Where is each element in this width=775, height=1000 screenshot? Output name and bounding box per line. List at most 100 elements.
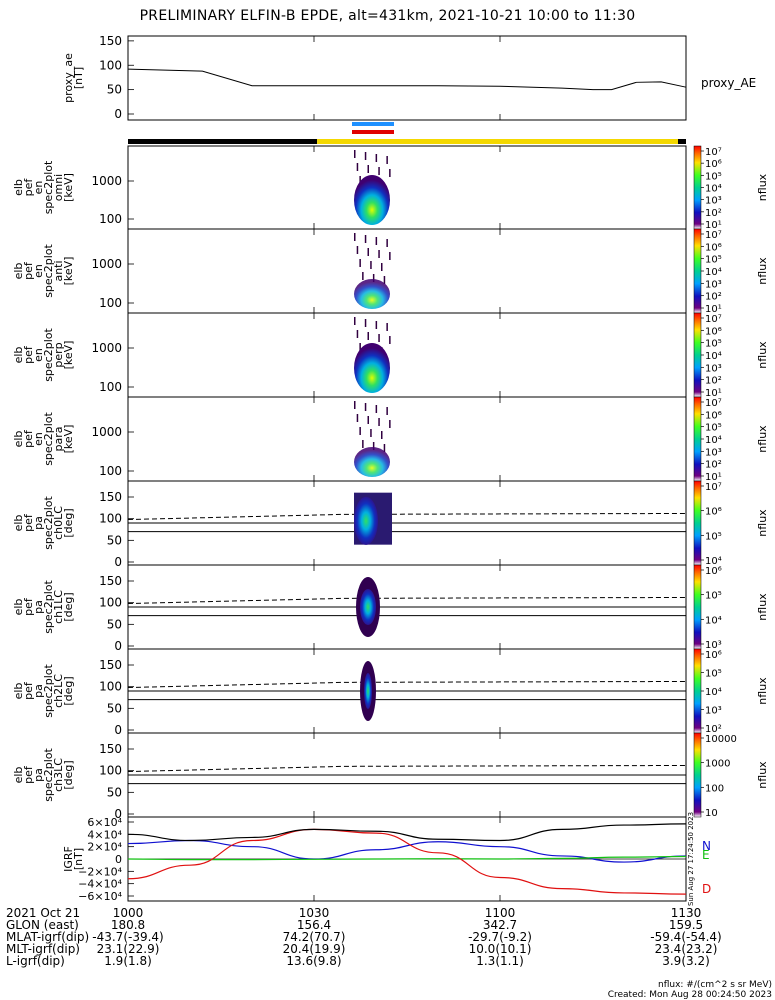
colorbar-label: nflux — [756, 761, 769, 789]
colorbar-6 — [693, 564, 702, 650]
colorbar-label: nflux — [756, 257, 769, 285]
footer-row-label: MLAT-igrf(dip) — [6, 930, 89, 944]
footer-row-value: 1.9(1.8) — [104, 954, 152, 968]
spectrogram-streak — [375, 405, 378, 413]
pitch-angle-ytick: 50 — [107, 617, 122, 631]
pitch-angle-ylabel-ch2LC-line: ch2LC — [52, 674, 65, 708]
pitch-angle-ylabel-ch3LC-line: elb — [12, 767, 25, 784]
spectrogram-ylabel-para-line: spec2plot — [42, 412, 55, 466]
spectrogram-streak — [367, 248, 369, 256]
spectrogram-streak — [383, 444, 386, 452]
colorbar-tick: 10² — [705, 460, 722, 471]
spectrogram-streak — [367, 416, 369, 424]
proxy-ae-ytick: 0 — [114, 107, 122, 121]
spectrogram-ylabel-perp-line: en — [32, 348, 45, 362]
spectrogram-ylabel-omni-line: elb — [12, 179, 25, 196]
footer-row-label: 2021 Oct 21 — [6, 906, 80, 920]
colorbar-tick: 10¹ — [705, 472, 722, 483]
status-bar-red — [352, 130, 394, 134]
colorbar-tick: 10³ — [705, 447, 722, 458]
pitch-angle-ylabel-ch0LC-line: ch0LC — [52, 506, 65, 540]
colorbar-tick: 10⁷ — [705, 314, 722, 325]
colorbar-5 — [693, 480, 702, 566]
colorbar-tick: 10⁶ — [705, 410, 722, 421]
pitch-angle-ytick: 100 — [99, 596, 122, 610]
spectrogram-frame-anti — [127, 228, 687, 314]
spectrogram-streak — [389, 420, 391, 428]
spectrogram-streak — [356, 414, 359, 422]
colorbar-8 — [693, 732, 702, 818]
spectrogram-ylabel-perp-line: spec2plot — [42, 328, 55, 382]
colorbar-label: nflux — [756, 509, 769, 537]
proxy-ae-legend: proxy_AE — [701, 76, 756, 90]
footer-row-value: -29.7(-9.2) — [468, 930, 532, 944]
spectrogram-streak — [359, 343, 361, 351]
spectrogram-streak — [364, 152, 367, 160]
proxy-ae-ytick: 150 — [99, 34, 122, 48]
spectrogram-streak — [356, 163, 359, 171]
spectrogram-streak — [375, 154, 378, 162]
pitch-angle-ytick: 0 — [114, 555, 122, 569]
footer-row-value: 1100 — [485, 906, 516, 920]
spectrogram-streak — [362, 272, 364, 280]
spectrogram-ytick: 1000 — [91, 174, 122, 188]
colorbar-tick: 10⁶ — [705, 159, 722, 170]
igrf-ytick: −6×10⁴ — [78, 890, 122, 903]
pitch-angle-blob — [364, 673, 372, 709]
colorbar-tick: 10⁵ — [705, 531, 722, 542]
spectrogram-ylabel-omni-line: en — [32, 181, 45, 195]
pitch-angle-ylabel-ch2LC-line: spec2plot — [42, 664, 55, 718]
spectrogram-ylabel-anti-line: spec2plot — [42, 244, 55, 298]
pitch-angle-ylabel-ch2LC-line: pef — [22, 681, 35, 700]
proxy-ae-ytick: 50 — [107, 83, 122, 97]
colorbar-2 — [693, 228, 702, 314]
colorbar-tick: 10³ — [705, 363, 722, 374]
pitch-angle-ytick: 150 — [99, 742, 122, 756]
colorbar-4 — [693, 396, 702, 482]
igrf-series-E — [127, 855, 687, 861]
spectrogram-ylabel-para-line: en — [32, 432, 45, 446]
igrf-ytick: 4×10⁴ — [87, 828, 122, 841]
colorbar-tick: 10 — [705, 808, 718, 819]
status-bar-blue — [352, 122, 394, 126]
spectrogram-streak — [354, 233, 356, 241]
colorbar-tick: 10³ — [705, 196, 722, 207]
pitch-angle-ytick: 100 — [99, 764, 122, 778]
colorbar-tick: 10⁴ — [705, 556, 722, 567]
pitch-angle-dashed-line — [127, 512, 687, 521]
footer-units: nflux: #/(cm^2 s sr MeV) — [658, 980, 772, 990]
colorbar-tick: 10⁷ — [705, 482, 722, 493]
igrf-ytick: 6×10⁴ — [87, 816, 122, 829]
colorbar-tick: 10⁶ — [705, 507, 722, 518]
colorbar-7 — [693, 648, 702, 734]
spectrogram-streak — [372, 274, 375, 282]
chart-title: PRELIMINARY ELFIN-B EPDE, alt=431km, 202… — [139, 8, 636, 24]
spectrogram-ylabel-omni-line: [keV] — [62, 173, 75, 202]
footer-row-value: 1.3(1.1) — [476, 954, 524, 968]
spectrogram-ylabel-anti-line: anti — [52, 260, 65, 281]
colorbar-tick: 10000 — [705, 734, 737, 745]
colorbar-tick: 10⁷ — [705, 230, 722, 241]
pitch-angle-ytick: 0 — [114, 639, 122, 653]
pitch-angle-ytick: 50 — [107, 533, 122, 547]
spectrogram-ylabel-para-line: elb — [12, 431, 25, 448]
colorbar-tick: 10⁶ — [705, 242, 722, 253]
pitch-angle-ylabel-ch3LC-line: pa — [32, 768, 45, 782]
pitch-angle-ylabel-ch1LC-line: pef — [22, 597, 35, 616]
igrf-ytick: 0 — [115, 853, 122, 866]
spectrogram-streak — [367, 165, 369, 173]
igrf-series-D — [127, 828, 687, 895]
footer-row-label: GLON (east) — [6, 918, 79, 932]
spectrogram-streak — [359, 176, 361, 184]
footer-row-value: 1030 — [299, 906, 330, 920]
colorbar-tick: 10⁵ — [705, 255, 722, 266]
pitch-angle-ylabel-ch2LC-line: elb — [12, 683, 25, 700]
footer-row-value: 13.6(9.8) — [286, 954, 341, 968]
colorbar-tick: 10² — [705, 292, 722, 303]
pitch-angle-ylabel-ch1LC-line: pa — [32, 600, 45, 614]
colorbar-tick: 10⁴ — [705, 687, 722, 698]
igrf-legend-N: N — [702, 839, 711, 853]
status-bar-yellow — [317, 139, 686, 144]
spectrogram-streak — [389, 336, 391, 344]
